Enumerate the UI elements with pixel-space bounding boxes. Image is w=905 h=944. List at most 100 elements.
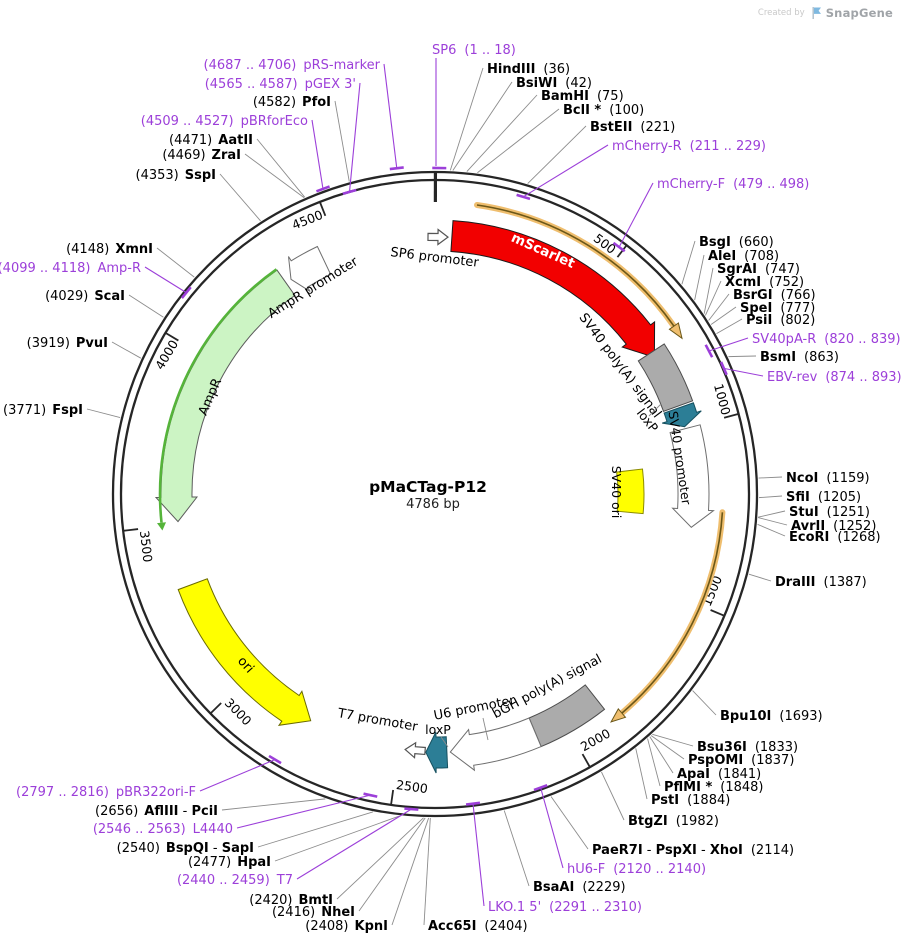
site-label-PaeR7I-PspXI-XhoI[interactable]: PaeR7I - PspXI - XhoI (2114) <box>592 843 794 858</box>
site-label-Acc65I[interactable]: Acc65I (2404) <box>428 919 528 934</box>
site-label-DraIII[interactable]: DraIII (1387) <box>775 575 867 590</box>
feature-ampr-gene-arc-arrowhead <box>157 522 166 531</box>
primer-label-mCherry-F[interactable]: mCherry-F (479 .. 498) <box>657 177 809 192</box>
feature-orf-frame-2-arrowhead <box>610 708 627 723</box>
site-leader-PvuI <box>111 341 142 359</box>
site-label-Bsu36I[interactable]: Bsu36I (1833) <box>697 740 798 755</box>
site-leader-XcmI <box>704 280 722 316</box>
feature-orf-frame-1-core <box>476 204 675 327</box>
scale-tick-3500 <box>123 528 139 532</box>
primer-label-pBR322ori-F[interactable]: (2797 .. 2816) pBR322ori-F <box>16 785 196 800</box>
site-label-FspI[interactable]: (3771) FspI <box>3 403 83 418</box>
scale-label-4500: 4500 <box>290 207 325 233</box>
site-label-BmtI[interactable]: (2420) BmtI <box>249 893 333 908</box>
site-label-BspQI-SapI[interactable]: (2540) BspQI - SapI <box>117 841 254 856</box>
snapgene-brand-text: SnapGene <box>825 6 893 20</box>
site-label-BclI*[interactable]: BclI * (100) <box>563 103 644 118</box>
scale-label-2500: 2500 <box>395 777 429 796</box>
site-label-HpaI[interactable]: (2477) HpaI <box>188 855 271 870</box>
primer-label-pRS-marker[interactable]: (4687 .. 4706) pRS-marker <box>204 58 381 73</box>
primer-label-L4440[interactable]: (2546 .. 2563) L4440 <box>93 822 233 837</box>
site-leader-BmtI <box>336 817 424 900</box>
site-label-XcmI[interactable]: XcmI (752) <box>725 275 804 290</box>
site-label-BsgI[interactable]: BsgI (660) <box>699 235 774 250</box>
scale-label-4000: 4000 <box>152 337 181 372</box>
site-leader-BstEII <box>527 125 587 184</box>
site-leader-ScaI <box>128 294 164 318</box>
site-leader-NheI <box>358 817 426 912</box>
site-label-EcoRI[interactable]: EcoRI (1268) <box>789 530 881 545</box>
site-label-NcoI[interactable]: NcoI (1159) <box>786 471 870 486</box>
site-leader-EcoRI <box>757 523 786 537</box>
site-label-Bpu10I[interactable]: Bpu10I (1693) <box>720 709 823 724</box>
scale-tick-500 <box>616 244 628 258</box>
site-leader-DraIII <box>748 573 772 582</box>
site-label-BsaAI[interactable]: BsaAI (2229) <box>533 880 626 895</box>
site-label-KpnI[interactable]: (2408) KpnI <box>305 919 388 934</box>
site-label-PflMI*[interactable]: PflMI * (1848) <box>664 780 764 795</box>
site-label-BstEII[interactable]: BstEII (221) <box>590 120 675 135</box>
site-label-BsiWI[interactable]: BsiWI (42) <box>516 76 592 91</box>
site-label-PspOMI[interactable]: PspOMI (1837) <box>688 753 794 768</box>
feature-sv40-promoter <box>669 424 715 528</box>
feature-sv40-ori <box>616 468 645 515</box>
primer-label-EBV-rev[interactable]: EBV-rev (874 .. 893) <box>767 370 902 385</box>
site-leader-BtgZI <box>601 771 625 821</box>
site-label-StuI[interactable]: StuI (1251) <box>789 505 870 520</box>
site-label-AatII[interactable]: (4471) AatII <box>169 133 253 148</box>
site-label-AleI[interactable]: AleI (708) <box>708 249 779 264</box>
site-label-BtgZI[interactable]: BtgZI (1982) <box>628 814 719 829</box>
site-label-PstI[interactable]: PstI (1884) <box>651 793 730 808</box>
primer-leader-hU6-F <box>540 787 564 869</box>
primer-leader-pBR322ori-F <box>199 759 276 792</box>
primer-leader-T7 <box>296 808 412 880</box>
primer-label-SP6[interactable]: SP6 (1 .. 18) <box>432 43 516 58</box>
site-label-BsrGI[interactable]: BsrGI (766) <box>733 288 816 303</box>
site-label-AvrII[interactable]: AvrII (1252) <box>791 519 876 534</box>
primer-label-pBRforEco[interactable]: (4509 .. 4527) pBRforEco <box>141 114 308 129</box>
site-label-SgrAI[interactable]: SgrAI (747) <box>717 262 800 277</box>
site-label-NheI[interactable]: (2416) NheI <box>272 905 355 920</box>
site-label-AflIII-PciI[interactable]: (2656) AflIII - PciI <box>95 804 218 819</box>
site-leader-BsiWI <box>452 81 513 171</box>
site-label-SspI[interactable]: (4353) SspI <box>136 168 216 183</box>
site-label-XmnI[interactable]: (4148) XmnI <box>66 242 153 257</box>
primer-leader-SV40pA-R <box>708 337 749 352</box>
feature-ampr-promoter <box>288 245 332 292</box>
site-leader-SspI <box>219 173 261 222</box>
site-label-ScaI[interactable]: (4029) ScaI <box>45 289 125 304</box>
scale-tick-4500 <box>319 201 327 217</box>
scale-tick-1500 <box>710 609 725 617</box>
plasmid-size: 4786 bp <box>406 497 460 512</box>
primer-label-hU6-F[interactable]: hU6-F (2120 .. 2140) <box>567 862 706 877</box>
feature-label-leader-2 <box>482 717 489 741</box>
site-label-ZraI[interactable]: (4469) ZraI <box>162 148 241 163</box>
site-label-PfoI[interactable]: (4582) PfoI <box>253 95 331 110</box>
site-leader-NcoI <box>758 476 783 479</box>
site-label-PsiI[interactable]: PsiI (802) <box>746 313 815 328</box>
site-leader-AleI <box>694 254 705 301</box>
site-label-PvuI[interactable]: (3919) PvuI <box>27 336 108 351</box>
site-label-ApaI[interactable]: ApaI (1841) <box>677 767 761 782</box>
scale-tick-3000 <box>209 702 222 715</box>
site-leader-BclI * <box>477 108 560 174</box>
primer-label-SV40pA-R[interactable]: SV40pA-R (820 .. 839) <box>752 332 901 347</box>
site-leader-StuI <box>758 510 786 518</box>
primer-label-pGEX3'[interactable]: (4565 .. 4587) pGEX 3' <box>205 77 356 92</box>
site-leader-AatII <box>256 138 306 198</box>
primer-label-Amp-R[interactable]: (4099 .. 4118) Amp-R <box>0 261 141 276</box>
primer-label-T7[interactable]: (2440 .. 2459) T7 <box>177 873 293 888</box>
site-label-BsmI[interactable]: BsmI (863) <box>760 350 839 365</box>
site-label-BamHI[interactable]: BamHI (75) <box>541 89 624 104</box>
site-leader-PaeR7I - PspXI - XhoI <box>550 796 589 850</box>
primer-leader-mCherry-R <box>523 144 609 198</box>
primer-label-mCherry-R[interactable]: mCherry-R (211 .. 229) <box>612 139 766 154</box>
primer-label-LKO.15'[interactable]: LKO.1 5' (2291 .. 2310) <box>488 900 642 915</box>
primer-tick-Amp-R <box>180 286 192 299</box>
site-label-SfiI[interactable]: SfiI (1205) <box>786 490 861 505</box>
feature-sp6-promoter-glyph <box>427 228 449 246</box>
site-label-SpeI[interactable]: SpeI (777) <box>740 301 815 316</box>
site-label-HindIII[interactable]: HindIII (36) <box>487 62 570 77</box>
scale-tick-2500 <box>390 789 395 806</box>
